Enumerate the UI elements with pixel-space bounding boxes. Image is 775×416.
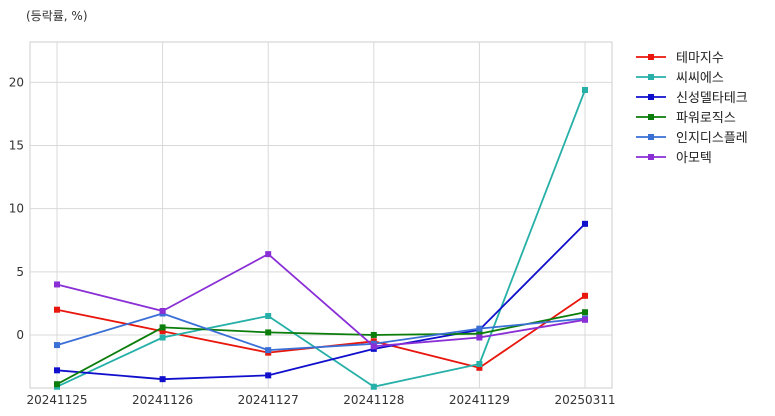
data-point [265,347,272,354]
data-point [54,342,60,349]
legend-marker [648,134,654,140]
x-tick-label: 20241125 [26,393,87,407]
series-line [56,312,586,352]
x-tick-label: 20241127 [238,393,299,407]
legend-entry: 신성델타테크 [676,91,748,106]
data-point [159,334,166,341]
data-point [476,330,483,337]
y-tick-label: 5 [16,265,24,279]
legend-entry: 아모텍 [676,151,712,166]
x-tick-label: 20241129 [449,393,510,407]
data-point [54,306,60,313]
y-tick-label: 20 [9,75,24,89]
data-point [159,307,166,314]
series-line [56,89,586,388]
legend-entry: 파워로직스 [676,111,736,126]
y-tick-label: 10 [9,202,24,216]
data-point [476,364,483,371]
x-tick-label: 20241126 [132,393,193,407]
series-line [56,223,586,381]
data-point [476,361,483,368]
data-point [582,292,588,299]
data-point [265,251,272,258]
data-point [265,329,272,336]
x-tick-label: 20241128 [343,393,404,407]
data-point [54,281,60,288]
data-point [370,331,377,338]
y-tick-label: 15 [9,139,24,153]
data-point [54,381,60,388]
legend-entry: 인지디스플레 [676,131,748,146]
data-point [582,309,588,316]
data-point [265,372,272,379]
series-line [56,253,586,348]
legend-marker [648,74,654,80]
x-tick-label: 20250311 [554,393,615,407]
data-point [370,383,377,390]
legend-marker [648,54,654,60]
data-point [265,313,272,320]
unit-label: (등락률, %) [26,9,88,23]
data-point [582,316,588,323]
plot-area [29,41,613,389]
data-point [476,325,483,332]
series-layer [54,86,588,390]
data-point [159,328,166,335]
data-point [370,343,377,350]
legend-marker [648,114,654,120]
legend-marker [648,94,654,100]
data-point [159,324,166,331]
legend-entry: 테마지수 [676,51,724,66]
axis-labels: 0 5 10 15 20 20241125 20241126 20241127 20241128… [9,75,616,407]
data-point [476,334,483,341]
data-point [159,376,166,383]
legend-marker [648,154,654,160]
data-point [582,86,588,93]
data-point [582,220,588,227]
series-line [56,311,586,385]
legend-entry: 씨씨에스 [676,71,724,86]
data-point [54,367,60,374]
y-tick-label: 0 [16,328,24,342]
